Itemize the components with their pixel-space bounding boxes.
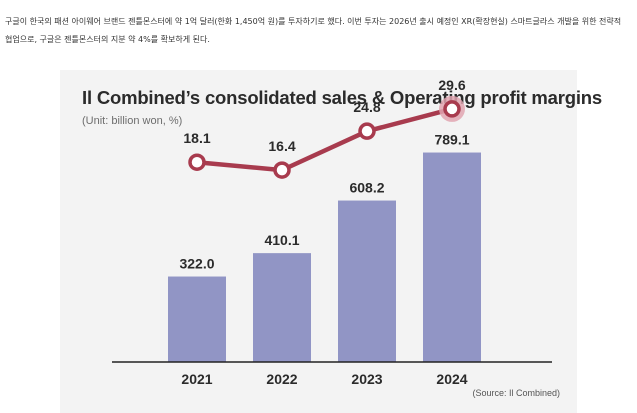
sales-bar xyxy=(338,200,396,362)
combo-chart: 322.0 410.1 608.2 789.1 2021 2022 2023 2024 18.1… xyxy=(112,77,552,387)
margin-point xyxy=(188,153,206,171)
sales-bar xyxy=(168,276,226,362)
margin-point xyxy=(358,122,376,140)
article-paragraph: 구글이 한국의 패션 아이웨어 브랜드 젠틀몬스터에 약 1억 달러(한화 1,… xyxy=(5,17,622,44)
article-text: 구글이 한국의 패션 아이웨어 브랜드 젠틀몬스터에 약 1억 달러(한화 1,… xyxy=(5,13,630,49)
margin-point xyxy=(273,161,291,179)
sales-bar-label: 608.2 xyxy=(349,180,384,196)
sales-bar-label: 789.1 xyxy=(434,132,469,148)
sales-bar xyxy=(253,253,311,362)
chart-unit-note: (Unit: billion won, %) xyxy=(82,115,183,127)
sales-bar xyxy=(423,152,481,362)
margin-point-label: 18.1 xyxy=(183,130,210,146)
x-tick-label: 2023 xyxy=(351,371,382,387)
x-tick-label: 2021 xyxy=(181,371,212,387)
chart-source: (Source: Il Combined) xyxy=(472,388,560,398)
margin-point xyxy=(443,100,461,118)
margin-point-label: 16.4 xyxy=(268,138,295,154)
chart-title: Il Combined’s consolidated sales & Opera… xyxy=(82,87,602,108)
sales-bar-label: 410.1 xyxy=(264,232,299,248)
chart-card: Il Combined’s consolidated sales & Opera… xyxy=(60,70,602,413)
x-tick-label: 2024 xyxy=(436,371,467,387)
sales-bar-label: 322.0 xyxy=(179,256,214,272)
x-tick-label: 2022 xyxy=(266,371,297,387)
margin-point-label: 29.6 xyxy=(438,77,465,93)
margin-line xyxy=(194,106,455,173)
margin-point-label: 24.8 xyxy=(353,99,380,115)
